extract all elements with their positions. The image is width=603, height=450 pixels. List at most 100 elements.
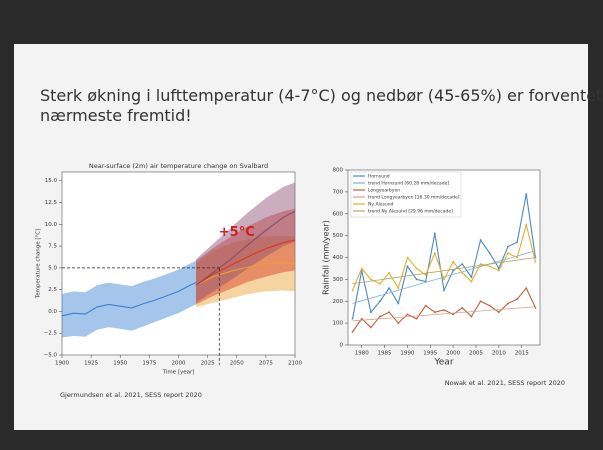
x-tick-label: 1990 (400, 351, 414, 357)
y-tick-label: 10.0 (45, 222, 58, 228)
point (516, 241, 518, 243)
y-tick-label: 12.5 (45, 200, 58, 206)
y-tick-label: 800 (333, 168, 344, 174)
point (370, 327, 372, 329)
legend-label: trend Ny Alesund [29.96 mm/decade] (368, 209, 453, 215)
legend-label: Ny Alesund (368, 202, 394, 208)
point (352, 318, 354, 320)
x-tick-label: 2075 (259, 361, 273, 367)
x-tick-label: 2000 (446, 351, 460, 357)
point (489, 252, 491, 254)
x-tick-label: 1900 (55, 361, 69, 367)
point (516, 298, 518, 300)
x-axis-label: Time [year] (162, 370, 195, 376)
point (461, 307, 463, 309)
point (525, 193, 527, 195)
point (388, 311, 390, 313)
point (489, 305, 491, 307)
point (480, 263, 482, 265)
y-tick-label: 600 (333, 211, 344, 217)
point (388, 287, 390, 289)
point (443, 278, 445, 280)
point (461, 263, 463, 265)
point (443, 309, 445, 311)
page: Sterk økning i lufttemperatur (4-7°C) og… (0, 0, 603, 450)
y-tick-label: 700 (333, 189, 344, 195)
point (516, 257, 518, 259)
point (397, 303, 399, 305)
y-tick-label: −2.5 (44, 331, 58, 337)
y-tick-label: 100 (333, 321, 344, 327)
annotation: +5°C (219, 225, 255, 240)
y-tick-label: −5.0 (44, 353, 58, 359)
point (525, 224, 527, 226)
point (434, 252, 436, 254)
source: Nowak et al. 2021, SESS report 2020 (445, 379, 565, 387)
point (480, 239, 482, 241)
point (507, 303, 509, 305)
x-tick-label: 2100 (288, 361, 302, 367)
y-tick-label: 200 (333, 299, 344, 305)
point (498, 311, 500, 313)
point (352, 289, 354, 291)
point (461, 272, 463, 274)
point (434, 311, 436, 313)
point (361, 268, 363, 270)
point (452, 313, 454, 315)
point (525, 287, 527, 289)
chart-title: Near-surface (2m) air temperature change… (89, 162, 268, 170)
point (379, 283, 381, 285)
point (507, 246, 509, 248)
x-tick-label: 2005 (469, 351, 483, 357)
x-tick-label: 1980 (355, 351, 369, 357)
y-tick-label: 7.5 (48, 244, 57, 250)
point (416, 278, 418, 280)
point (434, 233, 436, 235)
x-tick-label: 2010 (492, 351, 506, 357)
point (370, 311, 372, 313)
point (416, 318, 418, 320)
point (370, 278, 372, 280)
point (397, 322, 399, 324)
x-tick-label: 2025 (201, 361, 215, 367)
x-axis-label: Year (433, 358, 453, 368)
point (471, 281, 473, 283)
point (379, 316, 381, 318)
point (452, 261, 454, 263)
point (535, 261, 537, 263)
point (379, 300, 381, 302)
y-axis-label: Rainfall (mm/year) (322, 220, 331, 295)
point (407, 313, 409, 315)
point (388, 272, 390, 274)
x-tick-label: 2000 (172, 361, 186, 367)
point (425, 274, 427, 276)
point (397, 287, 399, 289)
point (507, 252, 509, 254)
point (471, 316, 473, 318)
y-tick-label: 15.0 (45, 178, 58, 184)
slide-title-line: Sterk økning i lufttemperatur (4-7°C) og… (40, 86, 603, 105)
point (471, 276, 473, 278)
slide-title-line: nærmeste fremtid! (40, 106, 192, 125)
point (498, 270, 500, 272)
point (407, 257, 409, 259)
y-axis-label: Temperature change [°C] (36, 229, 42, 299)
point (425, 305, 427, 307)
legend-label: Longyearbyen (368, 188, 400, 194)
point (452, 270, 454, 272)
y-tick-label: 2.5 (48, 287, 57, 293)
point (416, 268, 418, 270)
x-tick-label: 1985 (378, 351, 392, 357)
legend-label: trend Hornsund [60.28 mm/decade] (368, 181, 449, 187)
source: Gjermundsen et al. 2021, SESS report 202… (60, 391, 202, 399)
legend-label: trend Longyearbyen [16.30 mm/decade] (368, 195, 460, 201)
point (352, 331, 354, 333)
x-tick-label: 1995 (423, 351, 437, 357)
point (361, 318, 363, 320)
y-tick-label: 400 (333, 255, 344, 261)
x-tick-label: 1950 (113, 361, 127, 367)
legend-label: Hornsund (368, 174, 390, 180)
point (535, 307, 537, 309)
x-tick-label: 1975 (142, 361, 156, 367)
point (489, 265, 491, 267)
